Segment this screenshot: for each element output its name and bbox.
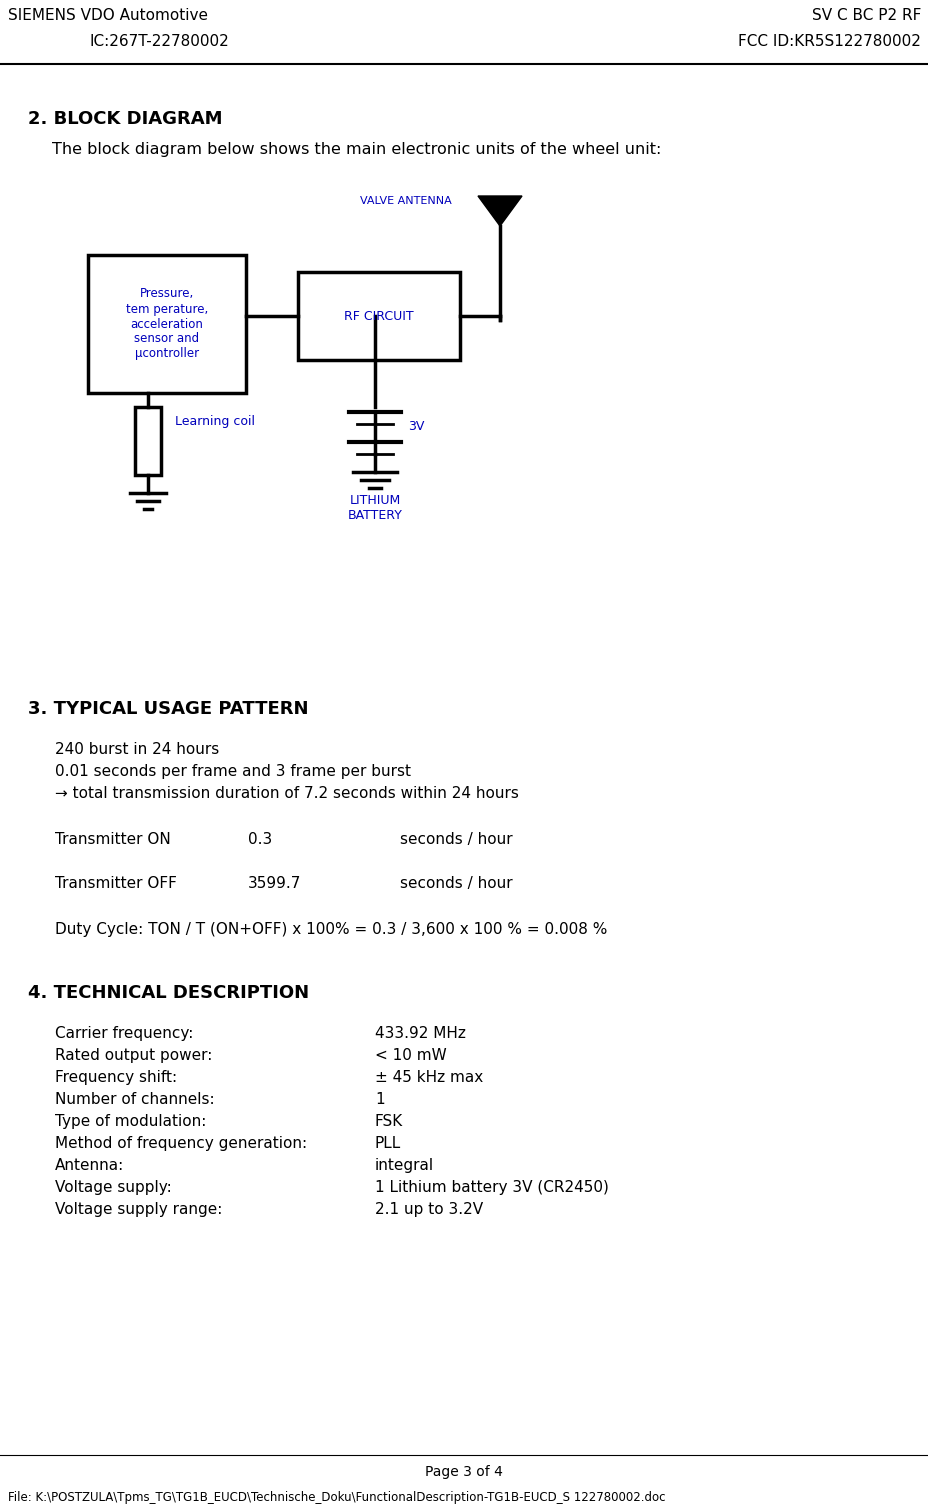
Text: VALVE ANTENNA: VALVE ANTENNA (360, 196, 451, 206)
Text: < 10 mW: < 10 mW (375, 1047, 446, 1062)
Text: Frequency shift:: Frequency shift: (55, 1070, 177, 1085)
Bar (135, 407, 161, 475)
Text: 1: 1 (375, 1093, 384, 1108)
Text: 3. TYPICAL USAGE PATTERN: 3. TYPICAL USAGE PATTERN (28, 699, 308, 717)
Text: Carrier frequency:: Carrier frequency: (55, 1026, 193, 1041)
Text: Transmitter OFF: Transmitter OFF (55, 876, 176, 891)
Text: Rated output power:: Rated output power: (55, 1047, 213, 1062)
Text: 2. BLOCK DIAGRAM: 2. BLOCK DIAGRAM (28, 110, 223, 128)
Text: integral: integral (375, 1157, 433, 1172)
Text: Antenna:: Antenna: (55, 1157, 124, 1172)
Text: The block diagram below shows the main electronic units of the wheel unit:: The block diagram below shows the main e… (52, 142, 661, 157)
Text: seconds / hour: seconds / hour (400, 876, 512, 891)
Text: SV C BC P2 RF: SV C BC P2 RF (811, 8, 920, 23)
Text: RF CIRCUIT: RF CIRCUIT (343, 309, 413, 322)
Text: 3599.7: 3599.7 (248, 876, 301, 891)
Text: seconds / hour: seconds / hour (400, 832, 512, 847)
Text: FSK: FSK (375, 1114, 403, 1129)
Text: PLL: PLL (375, 1136, 401, 1151)
Text: File: K:\POSTZULA\Tpms_TG\TG1B_EUCD\Technische_Doku\FunctionalDescription-TG1B-E: File: K:\POSTZULA\Tpms_TG\TG1B_EUCD\Tech… (8, 1490, 664, 1504)
Text: 433.92 MHz: 433.92 MHz (375, 1026, 465, 1041)
Text: Voltage supply range:: Voltage supply range: (55, 1203, 222, 1218)
Text: Method of frequency generation:: Method of frequency generation: (55, 1136, 307, 1151)
Text: IC:267T-22780002: IC:267T-22780002 (90, 35, 229, 50)
Text: Learning coil: Learning coil (174, 414, 254, 428)
Text: 0.3: 0.3 (248, 832, 272, 847)
Text: Pressure,
tem perature,
acceleration
sensor and
µcontroller: Pressure, tem perature, acceleration sen… (125, 288, 208, 360)
Text: SIEMENS VDO Automotive: SIEMENS VDO Automotive (8, 8, 208, 23)
Text: LITHIUM
BATTERY: LITHIUM BATTERY (347, 494, 402, 521)
Bar (88, 255, 246, 393)
Text: Transmitter ON: Transmitter ON (55, 832, 171, 847)
Text: Duty Cycle: TON / T (ON+OFF) x 100% = 0.3 / 3,600 x 100 % = 0.008 %: Duty Cycle: TON / T (ON+OFF) x 100% = 0.… (55, 922, 607, 937)
Text: Page 3 of 4: Page 3 of 4 (425, 1465, 502, 1478)
Text: ± 45 kHz max: ± 45 kHz max (375, 1070, 483, 1085)
Text: Voltage supply:: Voltage supply: (55, 1180, 172, 1195)
Text: 3V: 3V (407, 420, 424, 434)
Text: Number of channels:: Number of channels: (55, 1093, 214, 1108)
Text: Type of modulation:: Type of modulation: (55, 1114, 206, 1129)
Text: 240 burst in 24 hours: 240 burst in 24 hours (55, 741, 219, 757)
Polygon shape (478, 196, 522, 226)
Text: 0.01 seconds per frame and 3 frame per burst: 0.01 seconds per frame and 3 frame per b… (55, 764, 410, 779)
Text: 2.1 up to 3.2V: 2.1 up to 3.2V (375, 1203, 483, 1218)
Text: 1 Lithium battery 3V (CR2450): 1 Lithium battery 3V (CR2450) (375, 1180, 608, 1195)
Text: FCC ID:KR5S122780002: FCC ID:KR5S122780002 (738, 35, 920, 50)
Text: 4. TECHNICAL DESCRIPTION: 4. TECHNICAL DESCRIPTION (28, 984, 309, 1002)
Text: → total transmission duration of 7.2 seconds within 24 hours: → total transmission duration of 7.2 sec… (55, 787, 519, 802)
Bar (298, 271, 459, 360)
